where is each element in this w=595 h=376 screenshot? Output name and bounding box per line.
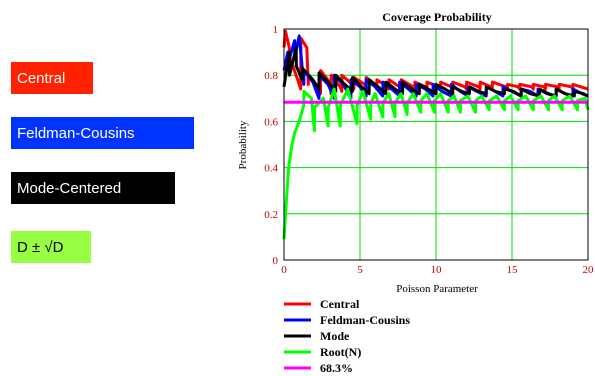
central-label-box: Central bbox=[11, 62, 93, 94]
x-tick-label: 15 bbox=[507, 264, 519, 276]
y-tick-label: 0 bbox=[273, 255, 279, 267]
legend-label: Root(N) bbox=[320, 345, 361, 359]
y-axis-label: Probability bbox=[237, 120, 249, 169]
legend-label: Feldman-Cousins bbox=[320, 313, 410, 327]
mode-centered-label-box: Mode-Centered bbox=[11, 172, 175, 204]
x-tick-label: 10 bbox=[431, 264, 443, 276]
feldman-cousins-label-box: Feldman-Cousins bbox=[11, 117, 194, 149]
root-n-label-box: D ± √D bbox=[11, 231, 91, 263]
grid bbox=[284, 29, 588, 260]
y-tick-label: 0.8 bbox=[264, 70, 278, 82]
tick-labels: 0 5 10 15 20 0 0.2 0.4 0.6 0.8 1 bbox=[264, 24, 594, 276]
y-tick-label: 0.4 bbox=[264, 163, 278, 175]
legend-label: Mode bbox=[320, 329, 350, 343]
y-tick-label: 0.2 bbox=[264, 209, 278, 221]
feldman-cousins-label: Feldman-Cousins bbox=[17, 124, 135, 142]
series-lines bbox=[282, 29, 590, 240]
legend-label: Central bbox=[320, 297, 360, 311]
chart-title: Coverage Probability bbox=[382, 10, 491, 24]
series-line-3 bbox=[282, 87, 590, 240]
x-axis-label: Poisson Parameter bbox=[396, 283, 478, 295]
x-tick-label: 0 bbox=[281, 264, 287, 276]
y-tick-label: 0.6 bbox=[264, 116, 278, 128]
legend-label: 68.3% bbox=[320, 361, 353, 375]
root-n-label: D ± √D bbox=[17, 238, 64, 256]
central-label: Central bbox=[17, 69, 66, 87]
mode-centered-label: Mode-Centered bbox=[17, 179, 122, 197]
x-tick-label: 5 bbox=[357, 264, 363, 276]
series-line-2 bbox=[282, 46, 589, 98]
y-tick-label: 1 bbox=[273, 24, 279, 36]
legend: Central Feldman-Cousins Mode Root(N) 68.3% bbox=[284, 297, 410, 375]
plot-frame bbox=[283, 28, 589, 261]
x-tick-label: 20 bbox=[583, 264, 595, 276]
